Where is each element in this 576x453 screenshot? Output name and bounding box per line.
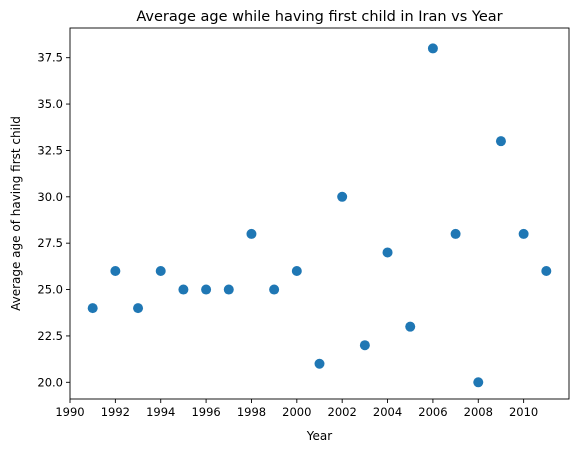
x-axis-label: Year xyxy=(306,429,332,443)
x-tick-label: 2004 xyxy=(373,405,402,419)
x-tick-label: 1996 xyxy=(191,405,220,419)
x-axis-ticks: 1990 1992 1994 1996 1998 2000 2002 2004 2006 2008… xyxy=(55,399,538,419)
data-point xyxy=(314,358,325,369)
y-tick-label: 30.0 xyxy=(37,190,63,204)
data-point xyxy=(405,321,416,332)
data-point xyxy=(427,43,438,54)
y-tick-label: 32.5 xyxy=(37,143,63,157)
data-point xyxy=(201,284,212,295)
y-tick-label: 37.5 xyxy=(37,51,63,65)
data-point xyxy=(178,284,189,295)
y-tick-label: 27.5 xyxy=(37,236,63,250)
data-point xyxy=(87,303,98,314)
data-point xyxy=(133,303,144,314)
data-point xyxy=(110,266,121,277)
x-tick-label: 2010 xyxy=(509,405,538,419)
data-point xyxy=(337,191,348,202)
data-point xyxy=(291,266,302,277)
data-points xyxy=(87,43,552,388)
data-point xyxy=(495,136,506,147)
x-tick-label: 2008 xyxy=(464,405,493,419)
x-tick-label: 2000 xyxy=(282,405,311,419)
data-point xyxy=(359,340,370,351)
y-axis-ticks: 20.0 22.5 25.0 27.5 30.0 32.5 35.0 37.5 xyxy=(37,51,70,389)
data-point xyxy=(541,266,552,277)
y-tick-label: 22.5 xyxy=(37,329,63,343)
data-point xyxy=(223,284,234,295)
plot-area xyxy=(69,27,570,400)
y-tick-label: 25.0 xyxy=(37,283,63,297)
y-axis-label: Average age of having first child xyxy=(9,116,23,311)
data-point xyxy=(382,247,393,258)
y-tick-label: 20.0 xyxy=(37,375,63,389)
x-tick-label: 2002 xyxy=(328,405,357,419)
x-tick-label: 1994 xyxy=(146,405,175,419)
data-point xyxy=(269,284,280,295)
data-point xyxy=(518,228,529,239)
data-point xyxy=(155,266,166,277)
y-tick-label: 35.0 xyxy=(37,97,63,111)
x-tick-label: 1990 xyxy=(55,405,84,419)
x-tick-label: 1992 xyxy=(101,405,130,419)
chart-title: Average age while having first child in … xyxy=(136,9,502,25)
data-point xyxy=(473,377,484,388)
plot-frame xyxy=(69,27,570,400)
data-point xyxy=(450,228,461,239)
data-point xyxy=(246,228,257,239)
x-tick-label: 2006 xyxy=(418,405,447,419)
x-tick-label: 1998 xyxy=(237,405,266,419)
